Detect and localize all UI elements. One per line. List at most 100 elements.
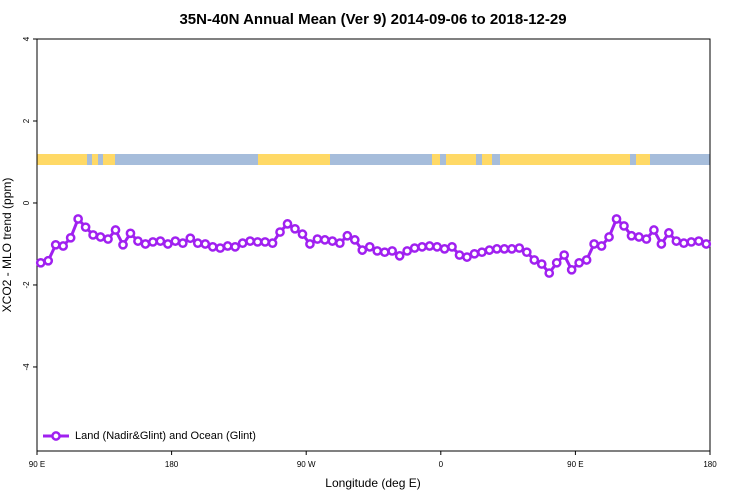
- data-point: [275, 227, 285, 237]
- legend-label: Land (Nadir&Glint) and Ocean (Glint): [75, 430, 256, 442]
- data-point: [50, 239, 61, 250]
- land-band: [446, 154, 476, 165]
- land-band: [432, 154, 440, 165]
- data-point: [678, 238, 689, 249]
- data-point: [387, 246, 398, 256]
- data-point: [402, 246, 412, 256]
- data-point: [424, 241, 435, 251]
- y-tick-label: -2: [22, 281, 31, 289]
- data-point: [417, 241, 427, 252]
- data-point: [110, 225, 121, 235]
- x-tick-label: 180: [703, 460, 717, 469]
- data-point: [469, 248, 480, 259]
- chart-title: 35N-40N Annual Mean (Ver 9) 2014-09-06 t…: [179, 11, 566, 28]
- data-point: [305, 239, 315, 249]
- data-point: [641, 234, 652, 244]
- land-band: [500, 154, 630, 165]
- data-point: [163, 239, 173, 249]
- data-point: [207, 241, 218, 252]
- data-point: [432, 241, 442, 252]
- data-point: [43, 255, 54, 266]
- land-band: [636, 154, 650, 165]
- y-tick-label: 2: [22, 118, 31, 123]
- data-point: [394, 251, 405, 261]
- data-point: [133, 236, 143, 246]
- data-point: [125, 228, 136, 239]
- data-point: [521, 247, 532, 258]
- data-point: [581, 255, 592, 265]
- x-tick-label: 90 W: [297, 460, 316, 469]
- data-point: [148, 237, 158, 247]
- land-band: [482, 154, 492, 165]
- data-point: [177, 238, 188, 249]
- data-point: [335, 238, 345, 249]
- data-point: [611, 214, 622, 224]
- data-point: [252, 237, 263, 247]
- data-point: [349, 235, 360, 245]
- data-point: [447, 241, 457, 252]
- data-point: [222, 241, 233, 251]
- data-point: [282, 219, 293, 229]
- data-point: [118, 239, 128, 250]
- data-point: [140, 239, 151, 249]
- data-point: [701, 239, 712, 249]
- data-point: [551, 257, 562, 268]
- data-point: [155, 236, 166, 246]
- land-band: [92, 154, 98, 165]
- data-point: [664, 228, 674, 238]
- data-point: [80, 222, 91, 233]
- data-point: [103, 234, 113, 244]
- data-point: [372, 246, 383, 256]
- data-point: [492, 244, 502, 254]
- data-point: [200, 239, 211, 249]
- data-point: [477, 247, 487, 258]
- data-point: [170, 236, 181, 246]
- data-point: [649, 225, 659, 235]
- data-point: [566, 264, 577, 275]
- x-tick-label: 90 E: [29, 460, 45, 469]
- data-point: [245, 236, 255, 246]
- data-point: [686, 237, 697, 247]
- data-point: [95, 232, 106, 242]
- x-axis-label: Longitude (deg E): [325, 476, 420, 490]
- data-point: [626, 230, 637, 241]
- data-point: [379, 247, 390, 258]
- data-point: [439, 244, 450, 254]
- data-point: [185, 233, 196, 244]
- x-tick-label: 0: [439, 460, 444, 469]
- data-point: [506, 244, 517, 254]
- data-point: [693, 236, 704, 246]
- data-point: [634, 232, 644, 242]
- data-point: [619, 221, 629, 231]
- data-point: [544, 268, 555, 278]
- data-point: [357, 245, 368, 255]
- land-ocean-strip: [37, 154, 710, 165]
- data-point: [656, 239, 667, 249]
- data-point: [342, 230, 353, 241]
- land-band: [103, 154, 115, 165]
- data-point: [514, 243, 525, 253]
- land-band: [37, 154, 87, 165]
- data-point: [88, 230, 98, 240]
- data-point: [267, 238, 278, 249]
- data-point: [327, 236, 338, 246]
- data-point: [536, 259, 547, 269]
- data-point: [499, 244, 510, 254]
- data-point: [215, 243, 226, 253]
- data-point: [671, 236, 682, 246]
- data-point: [604, 232, 614, 242]
- data-point: [596, 241, 607, 251]
- data-point: [320, 235, 330, 245]
- x-tick-label: 180: [165, 460, 179, 469]
- y-axis-label: XCO2 - MLO trend (ppm): [0, 178, 14, 313]
- y-tick-label: 0: [22, 200, 31, 205]
- data-point: [65, 232, 76, 243]
- data-point: [312, 234, 323, 244]
- data-point: [260, 237, 270, 247]
- land-band: [258, 154, 330, 165]
- data-point: [589, 239, 599, 249]
- data-point: [297, 229, 308, 239]
- data-point: [73, 214, 83, 224]
